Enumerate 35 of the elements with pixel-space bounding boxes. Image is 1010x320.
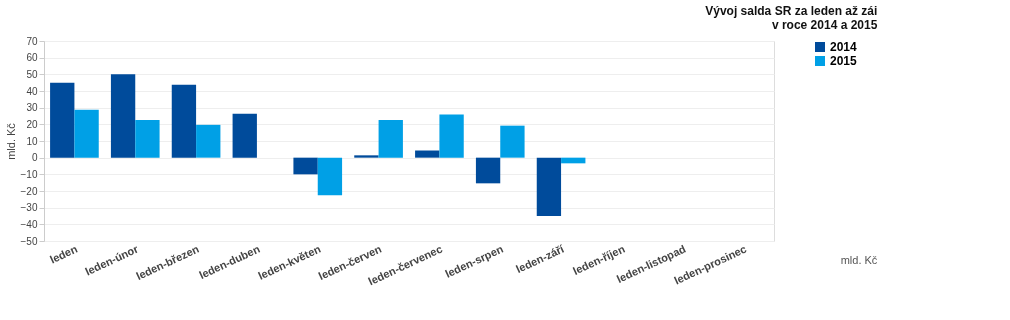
bar	[439, 114, 464, 158]
bar	[50, 82, 75, 158]
y-tick-label: 50	[26, 68, 38, 80]
y-tick-label: −10	[20, 168, 38, 180]
y-tick-label: 20	[26, 118, 38, 130]
y-tick-label: −20	[20, 185, 38, 197]
y-tick-label: 40	[26, 85, 38, 97]
bar	[475, 157, 501, 184]
chart-title: Vývoj salda SR za leden až zái v roce 2014 a 2015	[705, 4, 878, 32]
x-tick-label: leden	[47, 242, 80, 266]
text: mld. Kč	[840, 254, 878, 266]
y-tick-label: −30	[20, 202, 38, 214]
y-tick-label: 30	[26, 102, 38, 114]
bar	[415, 150, 440, 158]
y-axis-title: mld. Kč	[4, 122, 17, 160]
bar	[135, 120, 160, 158]
y-tick-label: 0	[31, 152, 38, 164]
y-tick-label: 10	[26, 135, 38, 147]
bar	[317, 157, 343, 196]
bar	[293, 157, 318, 175]
bar	[354, 155, 379, 158]
legend-label: 2014	[830, 40, 858, 54]
bar	[378, 120, 403, 158]
bar	[171, 84, 197, 158]
bar	[196, 124, 221, 158]
bar	[536, 157, 562, 216]
y-tick-label: −50	[20, 235, 38, 247]
bar	[74, 109, 99, 158]
bar	[232, 113, 257, 158]
y-tick-label: 70	[26, 35, 38, 47]
legend-label: 2015	[830, 54, 858, 68]
y-tick-label: 60	[26, 52, 38, 64]
bar	[500, 125, 525, 158]
y-tick-label: −40	[20, 218, 38, 230]
bar	[110, 74, 136, 158]
